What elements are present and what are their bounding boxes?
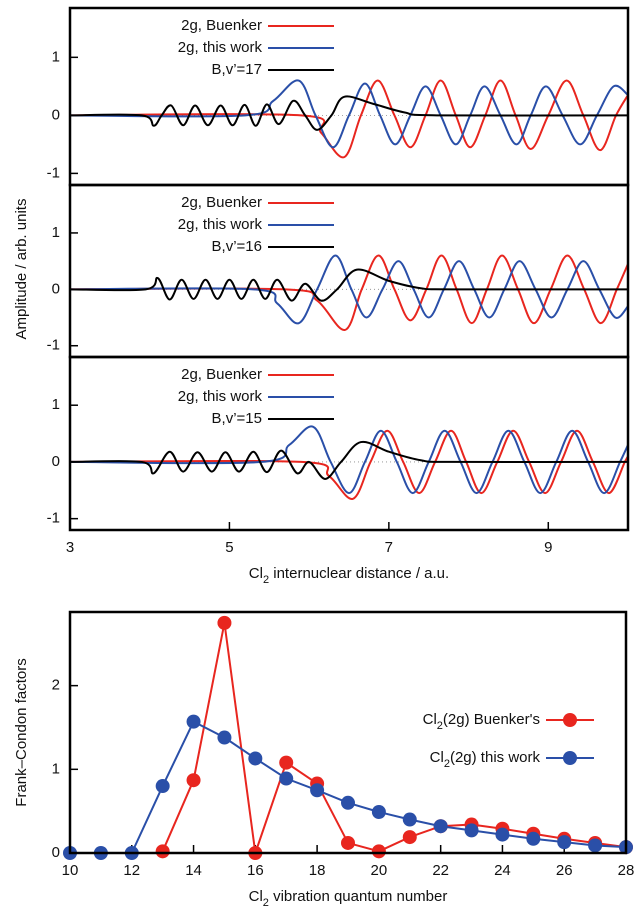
point	[464, 823, 479, 838]
series-line	[69, 254, 629, 331]
y-tick-label: 1	[52, 48, 60, 65]
point	[341, 835, 355, 850]
point	[186, 773, 201, 788]
x-tick-label: 22	[432, 862, 449, 879]
x-tick-label: 5	[225, 539, 233, 556]
y-tick-label: 1	[52, 760, 60, 777]
text-part: 2	[444, 758, 450, 770]
point	[248, 751, 263, 766]
series-line	[70, 720, 627, 854]
x-axis-label: Cl2 vibration quantum number	[249, 888, 448, 909]
point	[402, 812, 417, 827]
x-tick-label: 26	[556, 862, 573, 879]
legend-label: 2g, this work	[178, 216, 263, 233]
point	[371, 844, 386, 859]
point	[588, 838, 603, 853]
series-line	[69, 440, 629, 480]
point	[402, 830, 417, 845]
legend-label: B,v’=17	[212, 61, 262, 78]
y-tick-label: 0	[52, 280, 60, 297]
point	[279, 771, 294, 786]
point	[217, 615, 232, 630]
frame	[68, 355, 630, 532]
x-tick-label: 16	[247, 862, 264, 879]
point	[279, 755, 294, 770]
point	[433, 819, 448, 834]
legend-label: 2g, Buenker	[181, 366, 262, 383]
x-tick-label: 9	[544, 539, 552, 556]
point	[341, 795, 355, 810]
point	[495, 827, 510, 842]
legend-label: 2g, this work	[178, 388, 263, 405]
x-tick-label: 12	[123, 862, 140, 879]
point	[155, 844, 170, 859]
y-tick-label: 0	[52, 453, 60, 470]
legend-label: 2g, Buenker	[181, 194, 262, 211]
text-part: (2g) this work	[450, 749, 541, 766]
y-tick-label: 2	[52, 677, 60, 694]
point	[526, 831, 541, 846]
legend-label: 2g, Buenker	[181, 17, 262, 34]
legend-label: B,v’=16	[212, 238, 262, 255]
panel: -1 0 1 2g, Buenker 2g, this work B,v’=16	[47, 183, 630, 359]
legend-label: B,v’=15	[212, 410, 262, 427]
text-part: Cl	[430, 749, 444, 766]
y-axis-label: Frank–Condon factors	[13, 658, 30, 806]
x-tick-label: 18	[309, 862, 326, 879]
y-axis-label: Amplitude / arb. units	[13, 199, 30, 340]
text-part: 2	[263, 574, 269, 586]
legend-label: 2g, this work	[178, 39, 263, 56]
text-part: internuclear distance / a.u.	[269, 565, 449, 582]
series-line	[69, 425, 629, 495]
point	[310, 783, 325, 798]
series-line	[69, 268, 629, 302]
x-tick-label: 14	[185, 862, 202, 879]
x-axis-label: Cl2 internuclear distance / a.u.	[249, 565, 449, 586]
x-tick-label: 24	[494, 862, 511, 879]
frame	[68, 610, 628, 855]
text-part: 2	[437, 720, 443, 732]
text-part: 2	[263, 897, 269, 909]
point	[371, 804, 386, 819]
legend-marker	[563, 713, 577, 727]
y-tick-label: 1	[52, 396, 60, 413]
x-tick-label: 10	[62, 862, 79, 879]
y-tick-label: -1	[47, 337, 60, 354]
x-tick-label: 28	[618, 862, 635, 879]
point	[557, 835, 572, 850]
text-part: Cl	[249, 888, 263, 905]
y-tick-label: -1	[47, 510, 60, 527]
frame	[68, 183, 630, 359]
y-tick-label: 0	[52, 844, 60, 861]
x-tick-label: 7	[385, 539, 393, 556]
y-tick-label: -1	[47, 164, 60, 181]
x-tick-label: 3	[66, 539, 74, 556]
point	[217, 730, 232, 745]
legend-label: Cl2(2g) this work	[430, 749, 541, 770]
text-part: Cl	[423, 711, 437, 728]
series-line	[69, 79, 629, 159]
y-tick-label: 1	[52, 224, 60, 241]
legend-marker	[563, 751, 577, 765]
text-part: (2g) Buenker's	[443, 711, 540, 728]
point	[155, 779, 170, 794]
panel: -1 0 1 3 5 7 9 2g, Buenker 2g, this work B,v’=15 C…	[47, 355, 630, 586]
legend-label: Cl2(2g) Buenker's	[423, 711, 540, 732]
text-part: vibration quantum number	[269, 888, 447, 905]
series-line	[69, 95, 629, 131]
y-tick-label: 0	[52, 106, 60, 123]
point	[186, 714, 201, 729]
x-tick-label: 20	[371, 862, 388, 879]
series-line	[161, 622, 627, 854]
text-part: Cl	[249, 565, 263, 582]
